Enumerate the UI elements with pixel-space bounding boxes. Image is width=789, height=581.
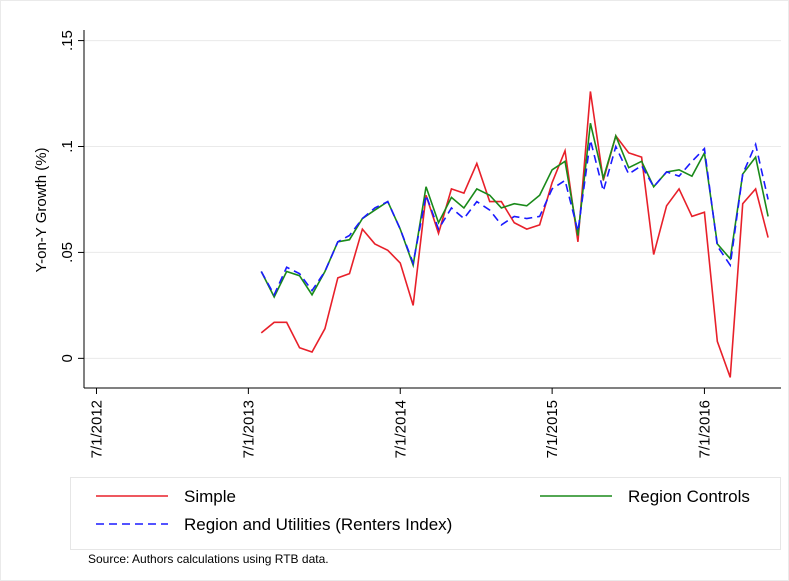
x-tick-label: 7/1/2016	[696, 400, 713, 458]
series-line	[260, 91, 769, 378]
y-axis-title: Y-on-Y Growth (%)	[33, 147, 50, 272]
legend-label: Region Controls	[628, 487, 750, 506]
y-tick-label: .05	[59, 242, 76, 263]
x-tick-label: 7/1/2012	[88, 400, 105, 458]
series-line	[260, 139, 769, 297]
source-note: Source: Authors calculations using RTB d…	[88, 552, 329, 566]
y-tick-label: 0	[59, 354, 76, 362]
x-tick-label: 7/1/2014	[392, 400, 409, 458]
legend-label: Region and Utilities (Renters Index)	[184, 515, 452, 534]
legend-box	[70, 477, 781, 550]
series-line	[260, 123, 769, 299]
x-tick-label: 7/1/2015	[544, 400, 561, 458]
legend-label: Simple	[184, 487, 236, 506]
y-tick-label: .15	[59, 30, 76, 51]
y-tick-label: .1	[59, 140, 76, 153]
x-tick-label: 7/1/2013	[240, 400, 257, 458]
